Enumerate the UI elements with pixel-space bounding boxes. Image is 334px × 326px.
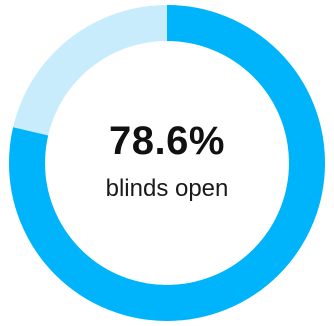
gauge-label: blinds open [105,175,229,202]
ring-filled-arc [9,5,325,321]
gauge-value: 78.6% [109,119,225,163]
